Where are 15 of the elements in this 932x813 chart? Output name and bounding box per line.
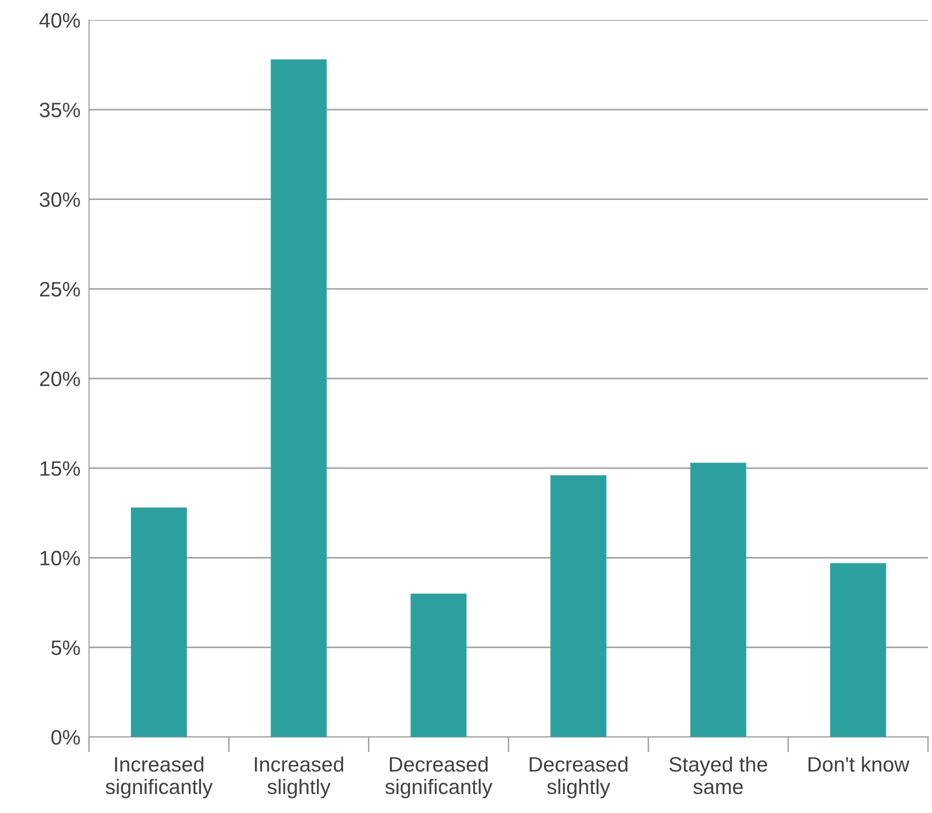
y-tick-label: 30% bbox=[40, 192, 80, 208]
x-tick-label: Stayed the same bbox=[669, 756, 768, 794]
x-tick-label: Decreased significantly bbox=[385, 756, 492, 798]
y-tick-label: 5% bbox=[51, 640, 80, 656]
y-tick-label: 0% bbox=[51, 730, 80, 745]
x-tick-label: Don't know bbox=[808, 756, 910, 772]
y-tick-label: 10% bbox=[40, 550, 80, 566]
y-tick-label: 35% bbox=[40, 102, 80, 118]
x-tick-label: Decreased slightly bbox=[530, 756, 628, 798]
x-tick-label: Increased slightly bbox=[254, 756, 344, 798]
y-tick-label: 15% bbox=[40, 461, 80, 476]
y-tick-label: 25% bbox=[40, 282, 80, 297]
y-tick-label: 40% bbox=[39, 13, 80, 28]
x-tick-label: Increased significantly bbox=[106, 756, 213, 798]
y-tick-label: 20% bbox=[40, 372, 80, 386]
